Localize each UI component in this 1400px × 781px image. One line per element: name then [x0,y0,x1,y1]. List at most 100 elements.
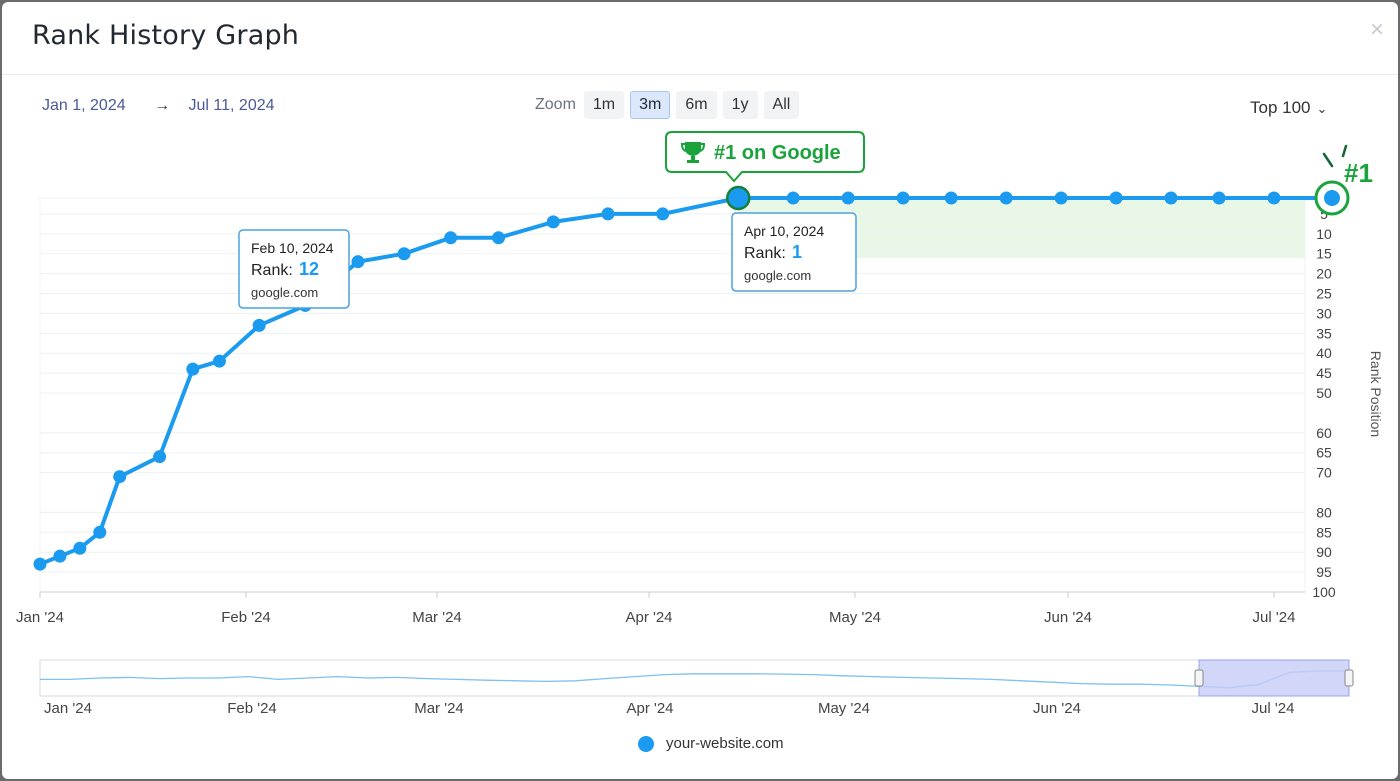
navigator-handle [1194,669,1204,687]
y-tick-label: 35 [1316,325,1332,341]
zoom-1m-button[interactable]: 1m [583,91,625,119]
date-range-end[interactable]: Jul 11, 2024 [188,97,275,114]
tooltip-box [731,212,857,292]
tooltip-box [238,229,350,309]
navigator-tick-label: May '24 [818,700,870,717]
tooltip-feb: Feb 10, 2024 Rank: 12 google.com [238,229,350,309]
tooltip-date: Feb 10, 2024 [251,240,334,256]
navigator-tick-label: Jun '24 [1033,700,1081,717]
trophy-icon [680,142,706,163]
y-tick-label: 70 [1316,465,1332,481]
zoom-1y-button[interactable]: 1y [722,91,758,119]
arrow-right-icon: → [154,97,171,114]
data-point [1212,191,1226,205]
data-point [896,191,910,205]
navigator-tick-label: Mar '24 [414,700,464,717]
y-tick-label: 100 [1312,584,1336,600]
data-point [999,191,1013,205]
y-tick-label: 45 [1316,365,1332,381]
x-tick-label: Mar '24 [412,609,462,626]
data-point [93,525,107,539]
tooltip-domain: google.com [744,268,811,283]
y-tick-label: 90 [1316,544,1332,560]
y-tick-label: 25 [1316,286,1332,302]
data-point [186,362,200,376]
tooltip-rank-value: 1 [792,242,802,262]
top-100-label: Top 100 [1250,98,1311,117]
y-tick-label: 85 [1316,524,1332,540]
data-point [786,191,800,205]
y-tick-label: 40 [1316,345,1332,361]
zoom-all-button[interactable]: All [763,91,800,119]
navigator-series-line [40,670,1349,689]
date-range-start[interactable]: Jan 1, 2024 [42,97,126,114]
tooltip-rank-label: Rank: [251,262,293,279]
navigator-handle [1344,669,1354,687]
rank-1-badge-dot [1324,190,1340,206]
x-tick-label: Apr '24 [625,609,672,626]
tooltip-rank-value: 12 [299,259,319,279]
y-tick-label: 65 [1316,445,1332,461]
y-tick-label: 60 [1316,425,1332,441]
x-tick-label: May '24 [829,609,881,626]
data-point [1164,191,1178,205]
data-point [601,207,615,221]
zoom-controls: Zoom 1m 3m 6m 1y All [535,91,805,119]
navigator-tick-label: Jan '24 [44,700,92,717]
data-point [53,549,67,563]
y-tick-label: 95 [1316,564,1332,580]
zoom-3m-button[interactable]: 3m [630,91,671,119]
navigator-tick-label: Jul '24 [1252,700,1295,717]
close-icon[interactable]: × [1369,16,1384,43]
legend-dot-icon [638,735,654,752]
y-tick-label: 80 [1316,504,1332,520]
data-point [351,255,365,269]
y-tick-label: 5 [1320,206,1328,222]
data-point [113,470,127,484]
x-tick-label: Jun '24 [1044,609,1092,626]
sparkle-icon [1341,144,1348,158]
x-tick-label: Feb '24 [221,609,271,626]
data-point [492,231,506,245]
date-range: Jan 1, 2024 → Jul 11, 2024 [42,97,285,115]
data-point [153,450,167,464]
tooltip-apr: Apr 10, 2024 Rank: 1 google.com [731,212,857,292]
legend-item[interactable]: your-website.com [638,735,784,752]
modal-title: Rank History Graph [32,20,300,51]
navigator-tick-label: Apr '24 [626,700,673,717]
navigator-selection [1198,659,1350,697]
rank-1-badge-label: #1 [1344,158,1373,188]
data-point [944,191,958,205]
data-point [726,185,751,211]
callout-box [665,131,865,183]
zoom-6m-button[interactable]: 6m [676,91,717,119]
zoom-label: Zoom [535,96,576,113]
navigator-tick-label: Feb '24 [227,700,277,717]
data-point [397,247,411,261]
data-point [841,191,855,205]
sparkle-icon [1322,152,1334,168]
y-tick-label: 50 [1316,385,1332,401]
data-point [212,354,226,368]
y-tick-label: 30 [1316,305,1332,321]
data-point [444,231,458,245]
y-axis-title: Rank Position [1368,351,1384,437]
data-point [73,541,87,555]
data-point [546,215,560,229]
top-100-dropdown[interactable]: Top 100 ⌄ [1250,98,1327,118]
tooltip-domain: google.com [251,285,318,300]
navigator-frame [39,659,1350,697]
data-point [33,557,47,571]
tooltip-date: Apr 10, 2024 [744,223,824,239]
tooltip-rank-label: Rank: [744,245,786,262]
x-tick-label: Jul '24 [1253,609,1296,626]
data-point [1054,191,1068,205]
data-point [252,318,266,332]
data-point [656,207,670,221]
callout-text: #1 on Google [714,142,841,164]
data-point [1109,191,1123,205]
y-tick-label: 10 [1316,226,1332,242]
y-tick-label: 20 [1316,266,1332,282]
